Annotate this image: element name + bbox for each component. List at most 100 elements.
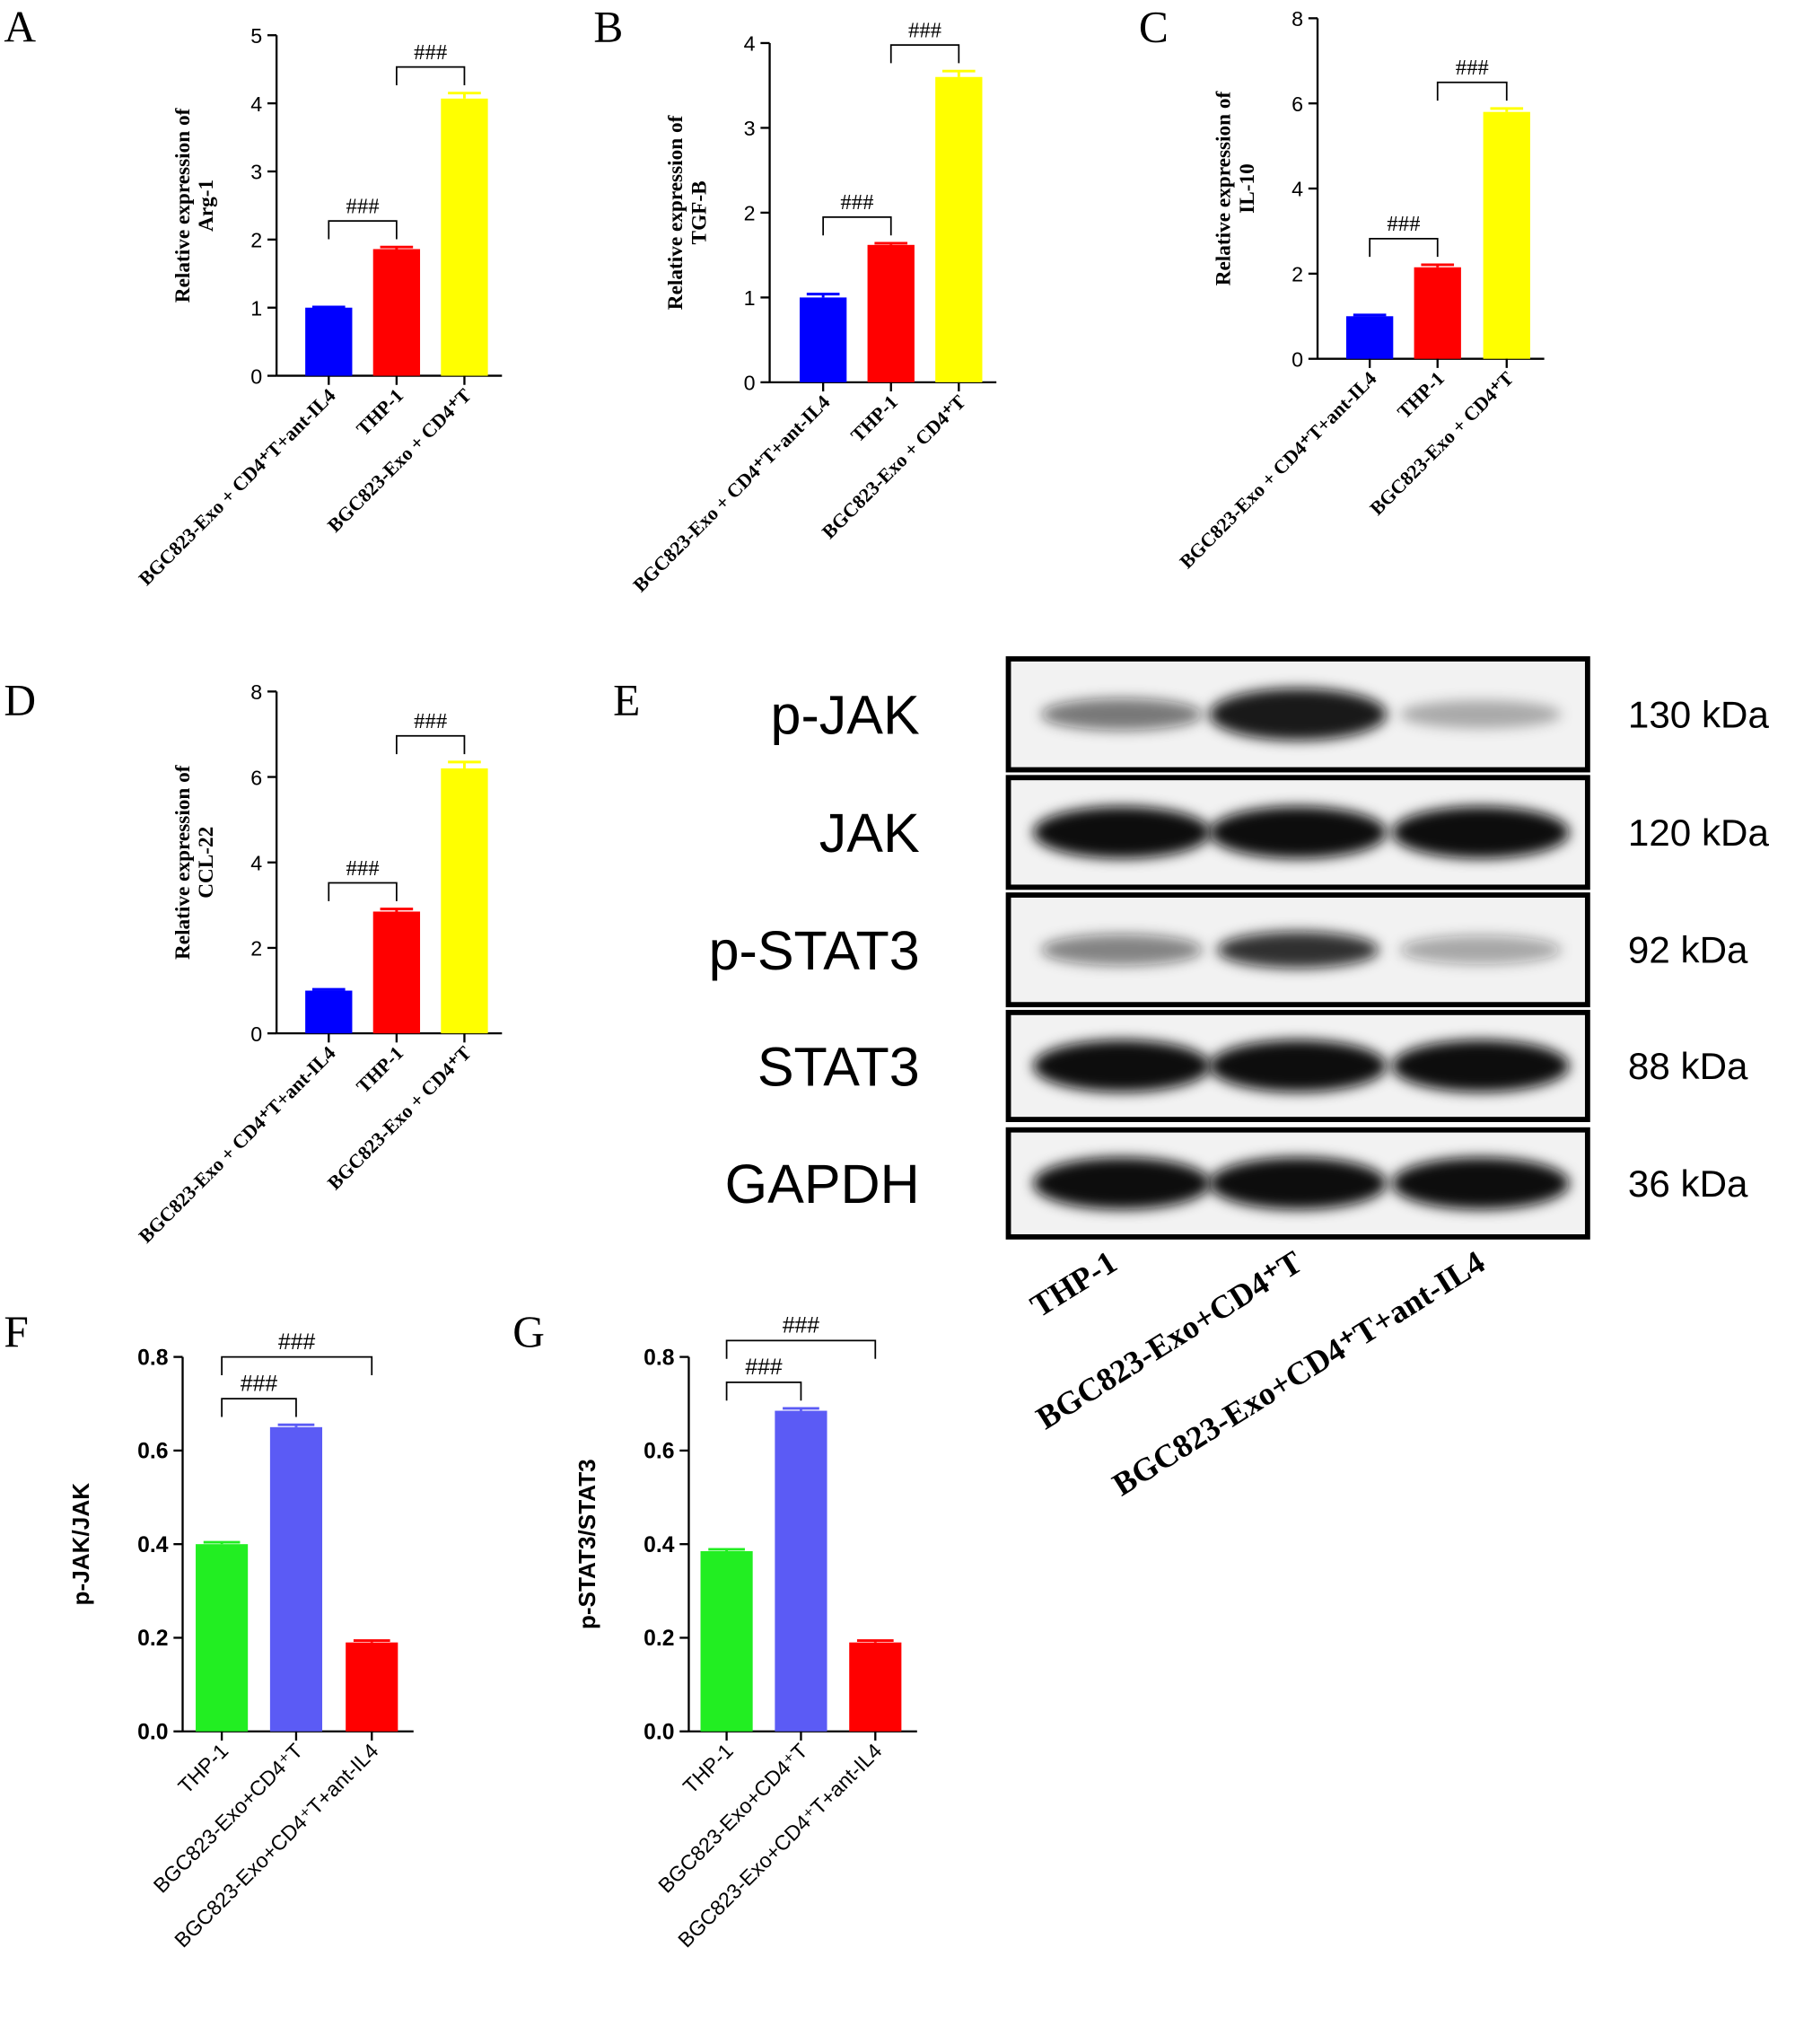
y-tick-label: 2: [250, 937, 262, 961]
significance-bracket: [328, 220, 398, 240]
protein-label: p-JAK: [771, 685, 920, 746]
blot-band: [1391, 1157, 1570, 1210]
y-tick-label: 4: [250, 92, 262, 116]
x-tick-label: THP-1: [173, 1739, 232, 1798]
panel-label: B: [593, 3, 623, 52]
y-tick-label: 0.0: [644, 1720, 674, 1744]
significance-bracket: [1369, 237, 1439, 258]
blot-band: [1399, 934, 1562, 965]
significance-label: ###: [414, 709, 447, 733]
y-tick-label: 3: [744, 117, 756, 140]
y-tick-label: 0.2: [137, 1627, 168, 1651]
molecular-weight: 120 kDa: [1628, 811, 1770, 854]
blot-band: [1209, 806, 1388, 859]
blot-band: [1033, 806, 1211, 859]
protein-label: p-STAT3: [709, 920, 920, 981]
significance-label: ###: [346, 856, 380, 881]
y-axis-label: Relative expression of: [664, 115, 687, 310]
significance-label: ###: [745, 1355, 782, 1380]
error-bar: [783, 1407, 819, 1411]
y-tick-label: 3: [250, 161, 262, 184]
significance-label: ###: [908, 18, 941, 42]
y-tick-label: 0: [744, 372, 756, 395]
y-axis-label: p-STAT3/STAT3: [574, 1459, 600, 1629]
y-tick-label: 4: [744, 32, 756, 56]
molecular-weight: 36 kDa: [1628, 1162, 1748, 1205]
error-bar: [1490, 107, 1524, 112]
bar: [441, 98, 488, 376]
bar: [372, 911, 421, 1034]
error-bar: [1353, 313, 1387, 317]
y-tick-label: 0.2: [644, 1627, 674, 1651]
bar: [305, 307, 353, 376]
bar: [1483, 111, 1530, 359]
blot-band: [1217, 931, 1379, 969]
y-axis-label: p-JAK/JAK: [67, 1483, 94, 1606]
y-tick-label: 0: [250, 364, 262, 388]
y-tick-label: 0.8: [644, 1346, 674, 1370]
bar: [799, 297, 847, 382]
y-tick-label: 0: [250, 1022, 262, 1046]
x-tick-label: BGC823-Exo + CD4⁺T+ant-IL4: [135, 384, 340, 590]
bar: [935, 76, 983, 382]
x-tick-label: THP-1: [1393, 368, 1448, 423]
significance-bracket: [725, 1339, 877, 1359]
blot-band: [1391, 806, 1570, 859]
y-tick-label: 6: [250, 766, 262, 789]
blot-band: [1391, 1040, 1570, 1092]
y-tick-label: 0.4: [644, 1533, 675, 1557]
significance-label: ###: [414, 40, 447, 65]
significance-bracket: [395, 734, 466, 755]
panel-label: D: [4, 675, 36, 724]
y-tick-label: 4: [250, 851, 262, 874]
y-axis-label: Relative expression of: [1213, 92, 1236, 286]
y-tick-label: 2: [250, 229, 262, 252]
significance-bracket: [395, 66, 466, 86]
y-tick-label: 0.0: [137, 1720, 168, 1744]
bar: [849, 1642, 902, 1732]
error-bar: [380, 245, 414, 250]
significance-label: ###: [278, 1330, 315, 1355]
x-tick-label: THP-1: [679, 1739, 738, 1798]
x-tick-label: BGC823-Exo + CD4⁺T+ant-IL4: [1176, 367, 1381, 573]
y-tick-label: 0.4: [137, 1533, 169, 1557]
x-tick-label: BGC823-Exo+CD4⁺T: [653, 1739, 811, 1897]
bar: [305, 990, 353, 1034]
molecular-weight: 130 kDa: [1628, 693, 1770, 735]
blot-band: [1040, 697, 1204, 731]
y-axis-label: Relative expression of: [171, 765, 195, 960]
blot-band: [1209, 1040, 1388, 1092]
y-axis-label: IL-10: [1236, 163, 1259, 214]
blot-band: [1209, 688, 1388, 741]
y-axis-label: Arg-1: [195, 180, 218, 232]
y-tick-label: 8: [250, 680, 262, 704]
error-bar: [311, 305, 346, 309]
protein-label: JAK: [819, 803, 920, 864]
bar: [775, 1410, 827, 1732]
panel-label: E: [613, 675, 640, 724]
significance-bracket: [889, 44, 960, 64]
error-bar: [806, 293, 840, 298]
y-tick-label: 1: [744, 286, 756, 310]
molecular-weight: 92 kDa: [1628, 929, 1748, 971]
x-tick-label: BGC823-Exo+CD4⁺T: [149, 1739, 307, 1897]
protein-label: GAPDH: [725, 1154, 920, 1215]
error-bar: [353, 1639, 390, 1643]
bar: [346, 1642, 398, 1732]
bar: [372, 249, 421, 376]
error-bar: [856, 1639, 894, 1643]
significance-bracket: [725, 1382, 802, 1401]
x-tick-label: THP-1: [846, 391, 901, 446]
significance-bracket: [1436, 81, 1508, 101]
bar: [867, 244, 915, 382]
molecular-weight: 88 kDa: [1628, 1045, 1748, 1087]
x-tick-label: THP-1: [353, 1042, 407, 1097]
bar: [441, 768, 488, 1034]
y-tick-label: 0.6: [644, 1440, 674, 1464]
y-axis-label: Relative expression of: [171, 108, 195, 303]
significance-label: ###: [241, 1372, 277, 1396]
significance-bracket: [328, 882, 398, 901]
x-tick-label: BGC823-Exo + CD4⁺T+ant-IL4: [135, 1042, 340, 1248]
y-tick-label: 0.6: [137, 1440, 168, 1464]
blot-band: [1399, 700, 1562, 729]
